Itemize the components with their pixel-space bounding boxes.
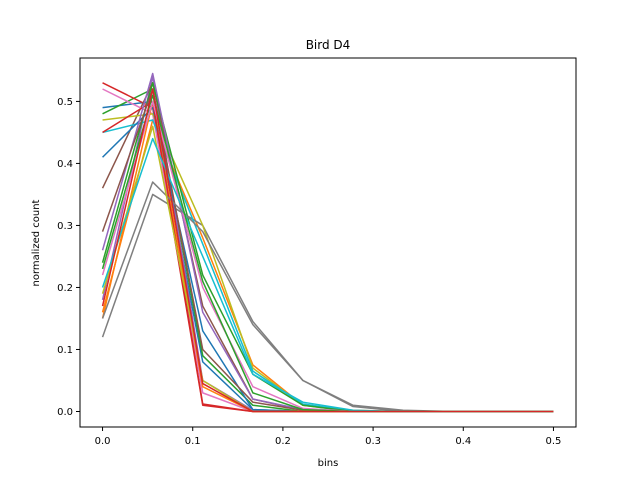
x-axis-ticks: 0.0 0.1 0.2 0.3 0.4 0.5 bbox=[95, 427, 562, 447]
y-tick-label: 0.5 bbox=[57, 97, 73, 108]
series-line-22 bbox=[101, 88, 554, 413]
y-axis-ticks: 0.0 0.1 0.2 0.3 0.4 0.5 bbox=[57, 97, 80, 418]
x-tick-label: 0.0 bbox=[95, 436, 111, 447]
chart-title: Bird D4 bbox=[306, 38, 351, 52]
plot-frame bbox=[79, 57, 577, 428]
x-tick-label: 0.5 bbox=[546, 436, 562, 447]
y-tick-label: 0.2 bbox=[57, 283, 73, 294]
x-tick-label: 0.1 bbox=[185, 436, 201, 447]
y-tick-label: 0.4 bbox=[57, 159, 73, 170]
x-tick-label: 0.2 bbox=[275, 436, 291, 447]
x-axis-label: bins bbox=[318, 458, 339, 469]
y-tick-label: 0.3 bbox=[57, 221, 73, 232]
x-tick-label: 0.3 bbox=[365, 436, 381, 447]
x-tick-label: 0.4 bbox=[455, 436, 471, 447]
y-tick-label: 0.0 bbox=[57, 407, 73, 418]
y-tick-label: 0.1 bbox=[57, 345, 73, 356]
y-axis-label: normalized count bbox=[31, 199, 42, 286]
series-layer bbox=[101, 72, 554, 413]
